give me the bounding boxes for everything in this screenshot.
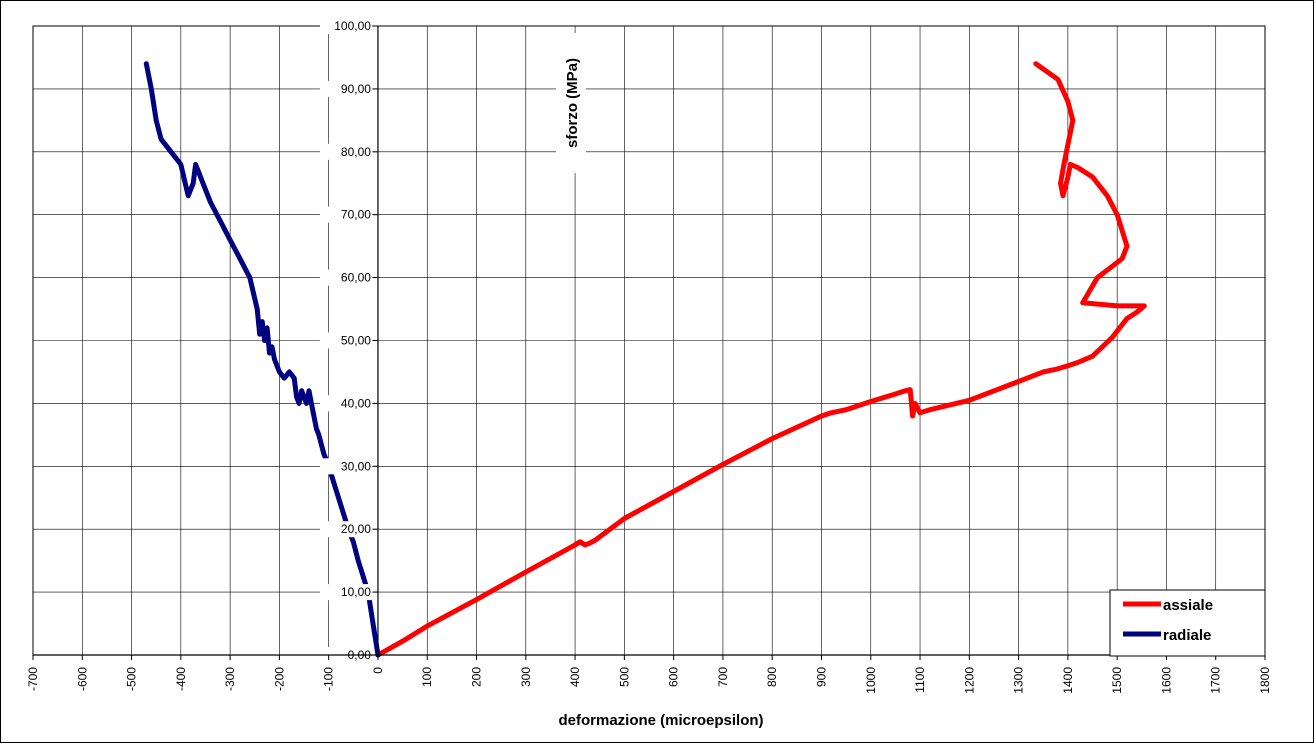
y-tick-label: 80,00: [341, 145, 371, 159]
series-line-radiale: [143, 61, 381, 658]
y-tick-label-background: [319, 269, 372, 286]
legend-box: [1109, 589, 1266, 657]
x-tick-label: 600: [667, 667, 681, 687]
x-tick-label: 1700: [1209, 667, 1223, 694]
y-tick-label-background: [319, 521, 372, 538]
y-tick-label-background: [319, 80, 372, 97]
x-tick-label: 1500: [1110, 667, 1124, 694]
y-tick-label-background: [319, 206, 372, 223]
series-line-assiale: [375, 61, 1147, 658]
y-tick-label: 30,00: [341, 459, 371, 473]
x-tick-label: 500: [617, 667, 631, 687]
x-tick-label: 1300: [1012, 667, 1026, 694]
x-tick-label: 800: [765, 667, 779, 687]
x-tick-label: -200: [272, 667, 286, 691]
legend-label-radiale: radiale: [1163, 627, 1211, 644]
x-tick-label: 1800: [1258, 667, 1272, 694]
x-axis: -700 -600 -500 -400 -300 -200 -100 0 100 200 300 40…: [26, 654, 1272, 694]
x-tick-label: -700: [26, 667, 40, 691]
x-tick-label: -100: [322, 667, 336, 691]
x-tick-label: -500: [125, 667, 139, 691]
y-tick-label-background: [319, 395, 372, 412]
x-tick-label: -300: [223, 667, 237, 691]
y-tick-label: 20,00: [341, 522, 371, 536]
y-axis: 0,0010,0020,0030,0040,0050,0060,0070,008…: [319, 18, 379, 663]
x-tick-label: 1100: [913, 667, 927, 693]
y-tick-label: 90,00: [341, 82, 371, 96]
y-tick-label-background: [319, 18, 372, 34]
x-tick-label: 0: [371, 667, 385, 674]
x-axis-title: deformazione (microepsilon): [558, 712, 763, 729]
series-layer: [143, 61, 1147, 658]
x-tick-label: -600: [75, 667, 89, 691]
y-axis-title: sforzo (MPa): [564, 58, 581, 148]
y-axis-title-background: [556, 33, 586, 173]
x-tick-label: 700: [716, 667, 730, 687]
x-tick-label: 1000: [864, 667, 878, 694]
y-tick-label: 70,00: [341, 208, 371, 222]
x-tick-label: 200: [470, 667, 484, 687]
x-tick-label: -400: [174, 667, 188, 691]
y-tick-label-background: [319, 332, 372, 349]
legend-label-assiale: assiale: [1163, 597, 1213, 614]
y-tick-label: 100,00: [334, 19, 371, 33]
y-tick-label-background: [319, 143, 372, 160]
y-tick-label-background: [319, 458, 372, 475]
y-tick-label: 60,00: [341, 271, 371, 285]
y-tick-label: 50,00: [341, 334, 371, 348]
x-tick-label: 900: [814, 667, 828, 687]
x-tick-label: 100: [420, 667, 434, 687]
legend: assiale radiale: [1109, 589, 1266, 657]
x-tick-label: 1200: [962, 667, 976, 694]
y-tick-label-background: [319, 584, 372, 601]
y-tick-label: 10,00: [341, 585, 371, 599]
x-tick-label: 1400: [1061, 667, 1075, 694]
y-tick-label: 40,00: [341, 396, 371, 410]
x-tick-label: 400: [568, 667, 582, 687]
x-tick-label: 300: [519, 667, 533, 687]
x-tick-label: 1600: [1159, 667, 1173, 694]
